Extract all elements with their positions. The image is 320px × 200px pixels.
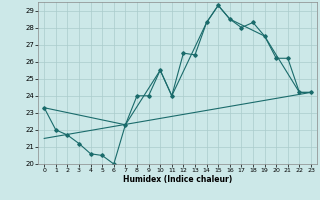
X-axis label: Humidex (Indice chaleur): Humidex (Indice chaleur) — [123, 175, 232, 184]
